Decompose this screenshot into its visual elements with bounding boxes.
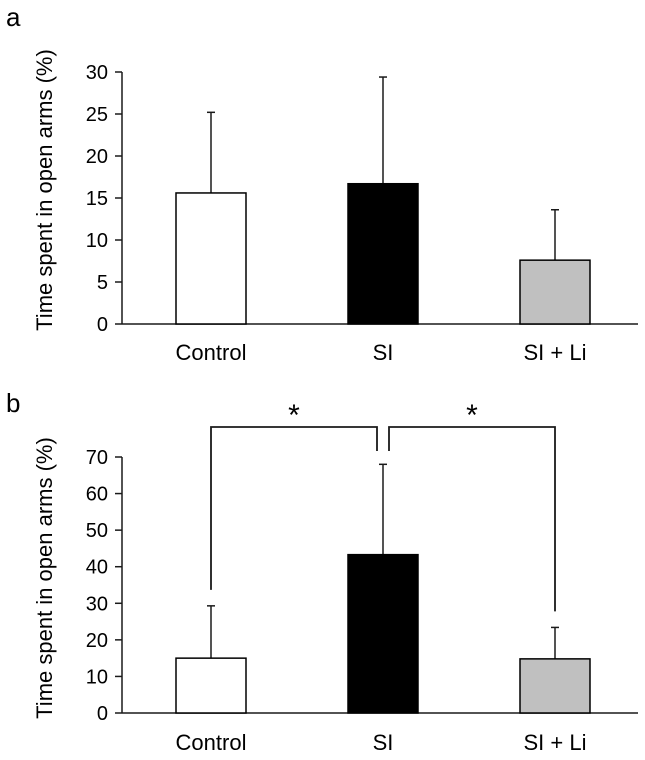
y-tick-label-b: 60 xyxy=(86,484,108,506)
y-axis-label-a: Time spent in open arms (%) xyxy=(32,49,57,331)
y-tick-label-a: 20 xyxy=(86,146,108,168)
y-tick-label-b: 0 xyxy=(97,703,108,725)
x-tick-label-a: SI + Li xyxy=(524,340,587,365)
x-tick-label-a: Control xyxy=(176,340,247,365)
significance-bracket-b xyxy=(388,426,556,612)
panel-a: a Time spent in open arms (%) 0 5 10 15 20 25… xyxy=(6,2,638,365)
x-tick-label-a: SI xyxy=(373,340,394,365)
bar-b xyxy=(347,553,419,714)
x-tick-label-b: SI + Li xyxy=(524,730,587,755)
bar-a xyxy=(347,182,419,325)
y-tick-label-a: 10 xyxy=(86,230,108,252)
y-axis-label-b: Time spent in open arms (%) xyxy=(32,437,57,719)
y-tick-label-b: 30 xyxy=(86,593,108,615)
x-tick-label-b: SI xyxy=(373,730,394,755)
bar-a xyxy=(519,259,591,325)
significance-star-b: * xyxy=(466,399,478,432)
y-tick-label-b: 40 xyxy=(86,557,108,579)
y-tick-label-a: 0 xyxy=(97,314,108,336)
significance-star-b: * xyxy=(288,399,300,432)
panel-label-b: b xyxy=(6,388,20,418)
y-tick-label-b: 70 xyxy=(86,447,108,469)
panel-label-a: a xyxy=(6,2,21,32)
y-tick-label-a: 15 xyxy=(86,188,108,210)
y-tick-label-b: 10 xyxy=(86,666,108,688)
y-tick-label-a: 25 xyxy=(86,104,108,126)
y-tick-label-b: 20 xyxy=(86,630,108,652)
y-tick-label-a: 30 xyxy=(86,62,108,84)
bar-b xyxy=(519,658,591,714)
panel-b: b Time spent in open arms (%) 0 10 20 30 40 5… xyxy=(6,388,638,755)
x-tick-label-b: Control xyxy=(176,730,247,755)
bar-a xyxy=(175,192,247,325)
y-tick-label-b: 50 xyxy=(86,520,108,542)
y-tick-label-a: 5 xyxy=(97,272,108,294)
significance-bracket-b xyxy=(210,426,378,590)
bar-b xyxy=(175,657,247,714)
